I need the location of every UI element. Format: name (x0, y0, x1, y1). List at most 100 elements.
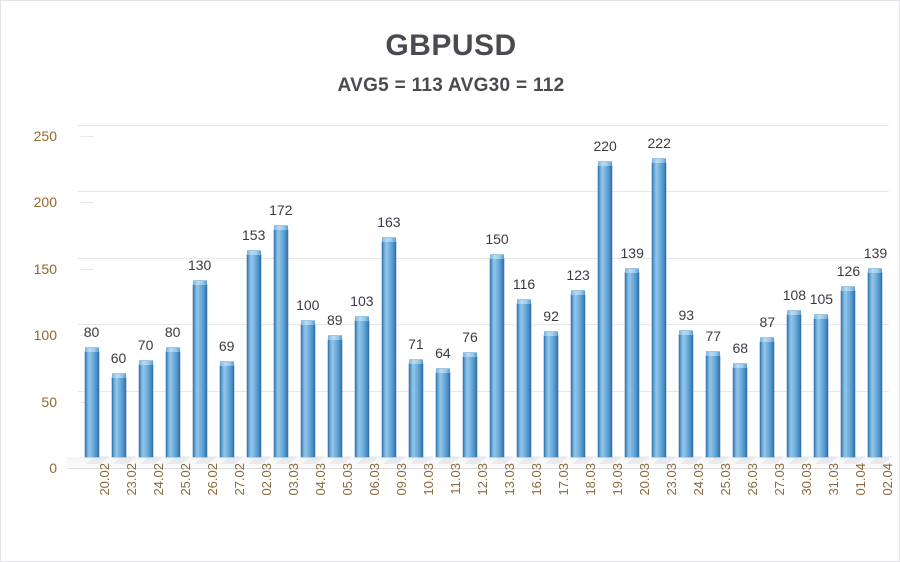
bar[interactable] (733, 362, 748, 457)
bar-top-cap (192, 280, 207, 286)
x-axis-tick-label: 30.03 (799, 463, 815, 496)
bar[interactable] (84, 346, 99, 457)
bar-slot[interactable]: 68 (733, 125, 758, 464)
x-axis-tick-label: 20.03 (637, 463, 653, 496)
bar-slot[interactable]: 108 (783, 125, 812, 464)
bar-top-cap (435, 368, 450, 374)
bar[interactable] (841, 285, 856, 457)
bar-series: 80 60 70 80 130 69 153 172 100 89 103 163 71 64 76 150 1… (78, 125, 894, 464)
bar-value-label: 222 (647, 135, 671, 152)
bar-slot[interactable]: 77 (705, 125, 731, 464)
bar-value-label: 139 (863, 245, 888, 262)
bar-slot[interactable]: 139 (620, 125, 650, 464)
bar-value-label: 76 (462, 329, 478, 346)
y-axis-tick-label: 50 (41, 393, 57, 410)
bar[interactable] (111, 373, 126, 457)
bar[interactable] (408, 358, 423, 457)
bar[interactable] (598, 160, 613, 457)
x-axis-tick-label: 02.03 (258, 463, 274, 496)
bar-slot[interactable]: 93 (678, 125, 704, 464)
bar-slot[interactable]: 80 (84, 125, 110, 464)
bar-value-label: 105 (809, 290, 834, 307)
bar-top-cap (652, 158, 667, 164)
bar-slot[interactable]: 123 (566, 125, 596, 464)
bar-value-label: 103 (350, 293, 374, 310)
y-axis-tick-label: 200 (33, 194, 57, 211)
bar[interactable] (381, 236, 396, 457)
bar-slot[interactable]: 105 (810, 125, 839, 464)
chart-subtitle: AVG5 = 113 AVG30 = 112 (337, 75, 565, 96)
bar[interactable] (192, 280, 207, 457)
y-axis-tick-label: 150 (33, 260, 57, 277)
bar[interactable] (868, 268, 883, 457)
bar[interactable] (490, 253, 505, 457)
gridline (78, 191, 889, 193)
bar-value-label: 64 (435, 345, 451, 362)
bar-slot[interactable]: 172 (269, 125, 299, 464)
x-axis-tick-label: 31.03 (826, 463, 842, 496)
bar[interactable] (787, 309, 802, 457)
bar-value-label: 153 (242, 226, 266, 243)
bar-slot[interactable]: 64 (435, 125, 461, 464)
bar-slot[interactable]: 130 (188, 125, 218, 464)
bar-slot[interactable]: 92 (543, 125, 569, 464)
bar-slot[interactable]: 222 (648, 125, 677, 464)
x-axis-tick-label: 24.03 (691, 463, 707, 496)
bar[interactable] (435, 368, 450, 457)
bar-top-cap (354, 316, 369, 322)
bar-slot[interactable]: 150 (485, 125, 515, 464)
bar-slot[interactable]: 89 (327, 125, 353, 464)
bar-top-cap (868, 268, 883, 274)
bar[interactable] (517, 298, 532, 457)
bar-slot[interactable]: 69 (219, 125, 245, 464)
bar[interactable] (462, 352, 477, 457)
bar-slot[interactable]: 126 (837, 125, 866, 464)
x-axis-tick-label: 13.03 (502, 463, 518, 496)
bar[interactable] (138, 360, 153, 457)
bar[interactable] (273, 224, 288, 457)
bar-value-label: 92 (543, 307, 559, 324)
x-axis-tick-label: 10.03 (420, 463, 436, 496)
bar[interactable] (625, 268, 640, 457)
bar-value-label: 89 (327, 311, 343, 328)
bar[interactable] (354, 316, 369, 457)
bar-slot[interactable]: 116 (513, 125, 542, 464)
bar-slot[interactable]: 103 (350, 125, 380, 464)
bar-top-cap (84, 346, 99, 352)
bar-slot[interactable]: 100 (296, 125, 326, 464)
bar[interactable] (571, 289, 586, 457)
gridline (78, 125, 889, 126)
x-axis-tick-label: 27.02 (231, 463, 247, 496)
bar-slot[interactable]: 139 (864, 125, 894, 464)
bar[interactable] (706, 350, 721, 457)
bar[interactable] (219, 361, 234, 457)
bar-slot[interactable]: 163 (377, 125, 407, 464)
bar-slot[interactable]: 70 (138, 125, 164, 464)
plot-floor (67, 457, 889, 469)
x-axis-tick-label: 24.02 (150, 463, 166, 496)
bar[interactable] (679, 329, 694, 457)
bar-slot[interactable]: 220 (593, 125, 623, 464)
bar[interactable] (165, 346, 180, 457)
bar-top-cap (760, 337, 775, 343)
bar-slot[interactable]: 153 (242, 125, 272, 464)
bar-top-cap (300, 320, 315, 326)
bar-top-cap (733, 362, 748, 368)
bar[interactable] (652, 158, 667, 457)
bar[interactable] (300, 320, 315, 457)
bar-slot[interactable]: 71 (408, 125, 434, 464)
bar-slot[interactable]: 60 (111, 125, 137, 464)
bar-slot[interactable]: 87 (759, 125, 785, 464)
bar-value-label: 87 (759, 314, 776, 331)
bar[interactable] (327, 334, 342, 457)
bar[interactable] (814, 313, 829, 457)
bar[interactable] (760, 337, 775, 457)
bar-value-label: 220 (593, 137, 617, 154)
bar-slot[interactable]: 80 (165, 125, 191, 464)
bar[interactable] (246, 249, 261, 457)
bar-top-cap (706, 350, 721, 356)
bar-slot[interactable]: 76 (462, 125, 488, 464)
x-axis-tick-label: 03.03 (285, 463, 301, 496)
bar[interactable] (544, 330, 559, 457)
